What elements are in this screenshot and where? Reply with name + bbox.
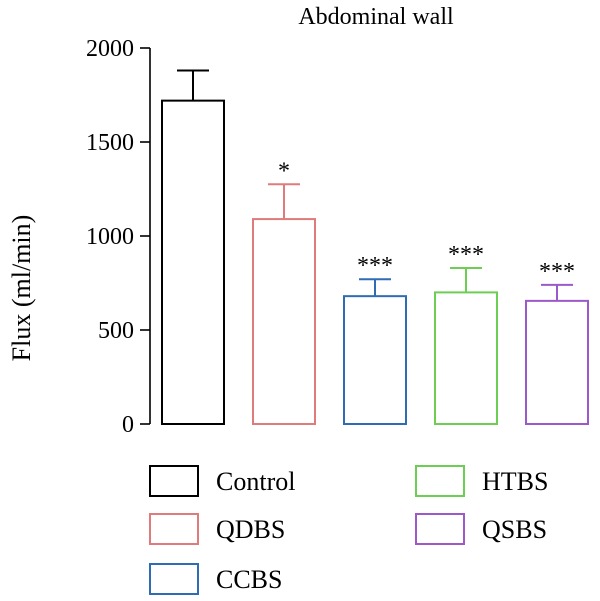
significance-mark: *** — [448, 242, 484, 268]
y-tick-label: 0 — [122, 412, 134, 438]
bar-htbs — [434, 291, 498, 425]
y-axis-ticks: 0 500 1000 1500 2000 — [86, 36, 150, 438]
y-tick-label: 500 — [98, 318, 134, 344]
legend-label-qdbs: QDBS — [216, 515, 285, 544]
legend-swatch-ccbs — [149, 563, 199, 595]
y-tick-label: 2000 — [86, 36, 134, 62]
chart-title: Abdominal wall — [298, 4, 454, 30]
bar-ccbs — [343, 295, 407, 425]
significance-mark: * — [278, 158, 290, 184]
bars: **** ****** — [161, 69, 589, 425]
legend: Control QDBS CCBS HTBS QSBS — [149, 465, 548, 595]
significance-mark: *** — [539, 259, 575, 285]
legend-swatch-qsbs — [415, 513, 465, 545]
y-tick-label: 1500 — [86, 130, 134, 156]
legend-label-control: Control — [216, 467, 295, 496]
legend-swatch-control — [149, 465, 199, 497]
legend-swatch-qdbs — [149, 513, 199, 545]
legend-label-qsbs: QSBS — [482, 515, 547, 544]
bar-qsbs — [525, 299, 589, 425]
legend-swatch-htbs — [415, 465, 465, 497]
bar-control — [161, 99, 225, 425]
y-tick-label: 1000 — [86, 224, 134, 250]
y-axis-label: Flux (ml/min) — [7, 215, 36, 362]
legend-label-htbs: HTBS — [482, 467, 548, 496]
bar-qdbs — [252, 218, 316, 425]
significance-mark: *** — [357, 253, 393, 279]
legend-label-ccbs: CCBS — [216, 565, 283, 594]
